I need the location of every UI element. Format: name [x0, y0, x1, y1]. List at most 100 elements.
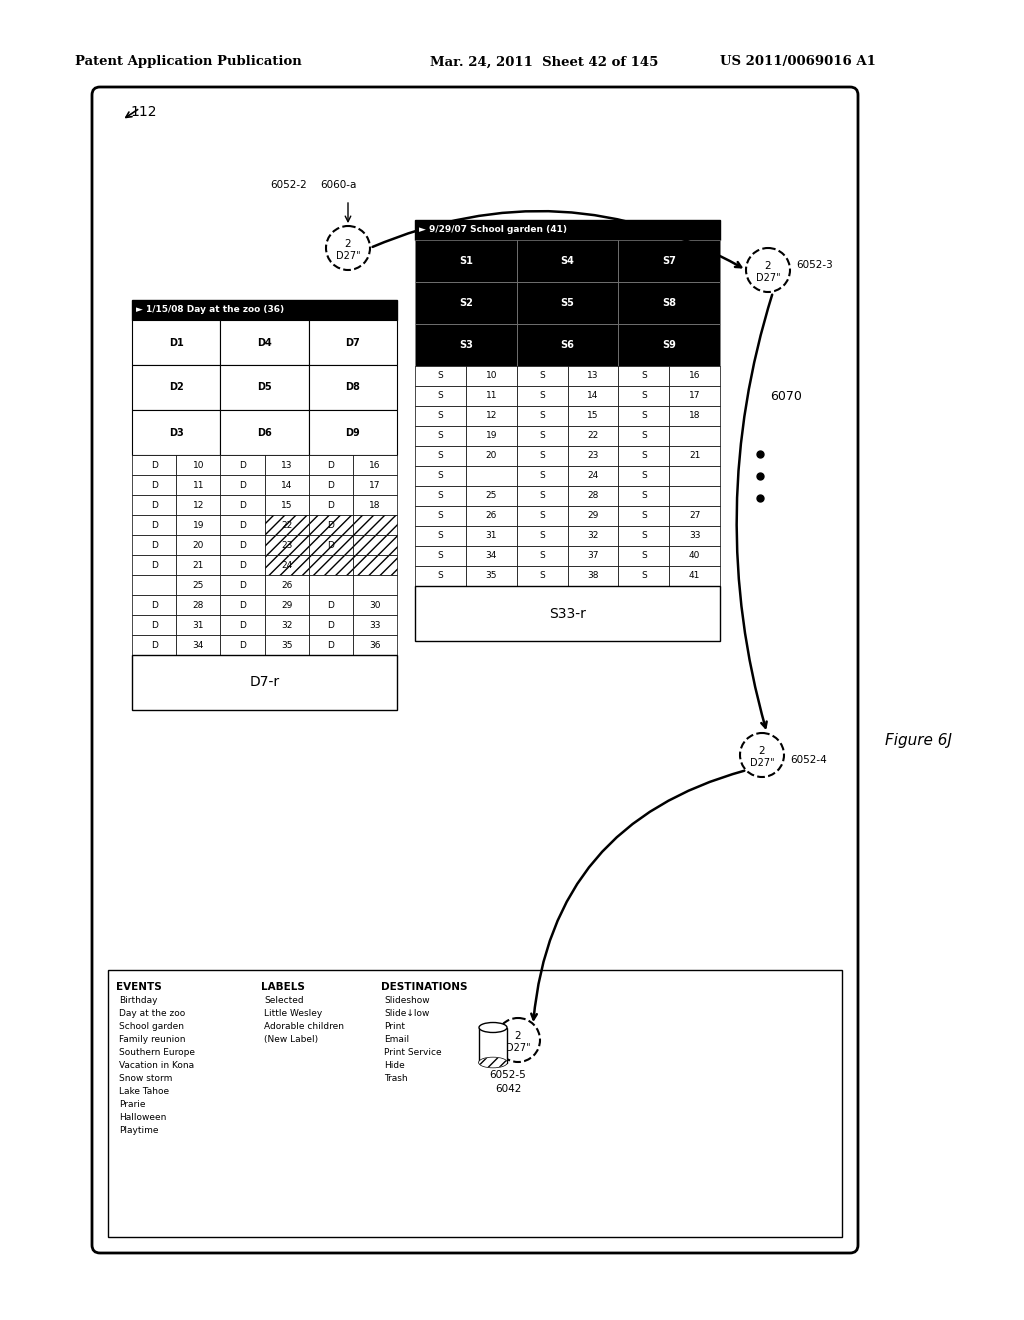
- Bar: [176, 635, 220, 655]
- Bar: [220, 366, 308, 411]
- Bar: [415, 220, 720, 240]
- Text: 15: 15: [281, 500, 292, 510]
- Bar: [517, 506, 567, 525]
- Text: Little Wesley: Little Wesley: [264, 1008, 323, 1018]
- Text: D: D: [151, 601, 158, 610]
- Text: S: S: [437, 392, 443, 400]
- Text: S: S: [641, 511, 646, 520]
- Bar: [517, 426, 567, 446]
- Text: DESTINATIONS: DESTINATIONS: [381, 982, 468, 993]
- FancyBboxPatch shape: [92, 87, 858, 1253]
- Text: D: D: [151, 540, 158, 549]
- Bar: [353, 455, 397, 475]
- Text: 27: 27: [689, 511, 700, 520]
- Text: EVENTS: EVENTS: [116, 982, 162, 993]
- Text: Lake Tahoe: Lake Tahoe: [119, 1086, 169, 1096]
- Text: 22: 22: [588, 432, 599, 441]
- Text: S3: S3: [459, 341, 473, 350]
- Text: 23: 23: [281, 540, 292, 549]
- Bar: [132, 595, 176, 615]
- Text: D7-r: D7-r: [250, 676, 280, 689]
- Text: S: S: [641, 552, 646, 561]
- Bar: [618, 546, 669, 566]
- Bar: [132, 495, 176, 515]
- Text: Trash: Trash: [384, 1074, 408, 1082]
- Text: S: S: [540, 451, 545, 461]
- Text: 35: 35: [281, 640, 292, 649]
- Bar: [308, 595, 353, 615]
- Text: S: S: [540, 471, 545, 480]
- Bar: [132, 455, 176, 475]
- Bar: [669, 466, 720, 486]
- Bar: [415, 506, 466, 525]
- Bar: [567, 366, 618, 385]
- Bar: [220, 455, 264, 475]
- Bar: [669, 407, 720, 426]
- Text: 22: 22: [281, 520, 292, 529]
- Bar: [466, 426, 517, 446]
- Text: D: D: [239, 500, 246, 510]
- Bar: [220, 595, 264, 615]
- Text: D: D: [151, 480, 158, 490]
- Text: S: S: [641, 451, 646, 461]
- Bar: [353, 515, 397, 535]
- Text: 11: 11: [193, 480, 204, 490]
- Bar: [415, 525, 466, 546]
- Text: 26: 26: [485, 511, 497, 520]
- Text: 40: 40: [689, 552, 700, 561]
- Bar: [132, 319, 220, 366]
- Text: 6070: 6070: [770, 389, 802, 403]
- Text: S: S: [540, 511, 545, 520]
- Text: D: D: [239, 620, 246, 630]
- Text: ► 1/15/08 Day at the zoo (36): ► 1/15/08 Day at the zoo (36): [136, 305, 284, 314]
- Bar: [132, 515, 176, 535]
- Bar: [220, 495, 264, 515]
- Text: Family reunion: Family reunion: [119, 1035, 185, 1044]
- Text: Vacation in Kona: Vacation in Kona: [119, 1061, 195, 1071]
- Bar: [567, 525, 618, 546]
- Bar: [264, 535, 308, 554]
- Text: 2: 2: [759, 746, 765, 756]
- Bar: [618, 426, 669, 446]
- Text: 2: 2: [515, 1031, 521, 1041]
- Bar: [415, 323, 517, 366]
- Text: S: S: [437, 552, 443, 561]
- Bar: [415, 240, 517, 282]
- Bar: [176, 535, 220, 554]
- Bar: [567, 466, 618, 486]
- Bar: [466, 366, 517, 385]
- Bar: [353, 576, 397, 595]
- Text: Playtime: Playtime: [119, 1126, 159, 1135]
- Bar: [353, 495, 397, 515]
- Text: 16: 16: [370, 461, 381, 470]
- Bar: [353, 595, 397, 615]
- Text: D: D: [328, 540, 334, 549]
- Bar: [264, 554, 308, 576]
- Bar: [264, 455, 308, 475]
- Text: D: D: [151, 461, 158, 470]
- Text: 26: 26: [281, 581, 292, 590]
- Bar: [517, 407, 567, 426]
- Text: 25: 25: [193, 581, 204, 590]
- Text: 6052-5: 6052-5: [489, 1071, 526, 1080]
- Text: S: S: [641, 432, 646, 441]
- Text: 23: 23: [587, 451, 599, 461]
- Text: 18: 18: [689, 412, 700, 421]
- Bar: [176, 515, 220, 535]
- Bar: [517, 385, 567, 407]
- Bar: [618, 323, 720, 366]
- Text: 10: 10: [485, 371, 497, 380]
- Text: S: S: [540, 371, 545, 380]
- Text: S: S: [437, 532, 443, 540]
- Bar: [132, 475, 176, 495]
- Text: S5: S5: [560, 298, 574, 308]
- Text: Halloween: Halloween: [119, 1113, 166, 1122]
- Bar: [517, 282, 618, 323]
- Text: 2: 2: [345, 239, 351, 249]
- Bar: [618, 407, 669, 426]
- Bar: [517, 366, 567, 385]
- Bar: [618, 466, 669, 486]
- Text: S8: S8: [663, 298, 676, 308]
- Text: S: S: [540, 572, 545, 581]
- Text: 6042: 6042: [495, 1084, 521, 1094]
